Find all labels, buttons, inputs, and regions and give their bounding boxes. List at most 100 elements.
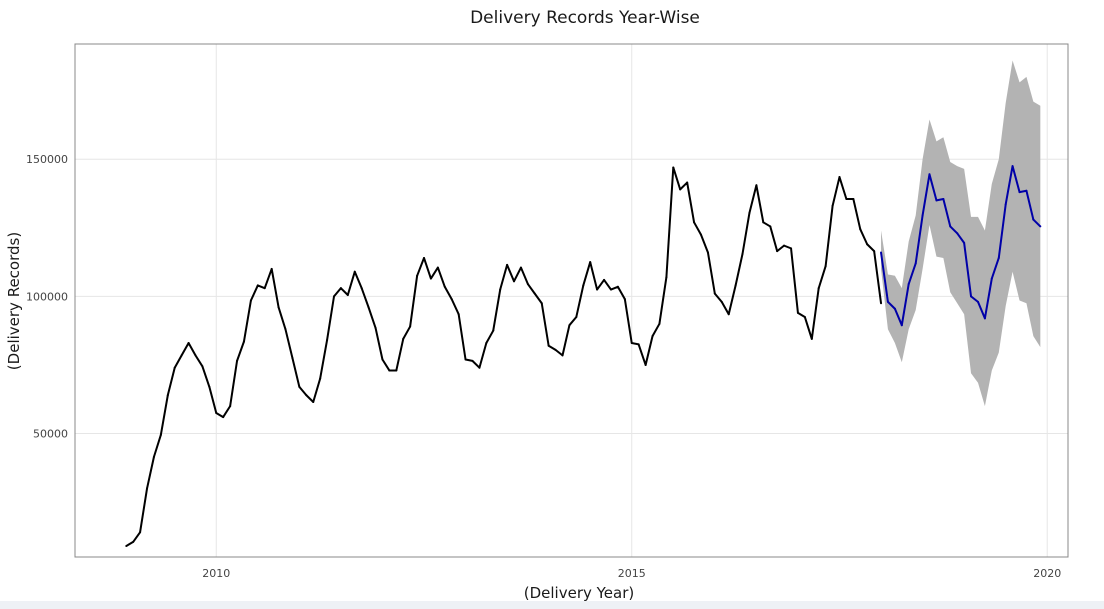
actual-point xyxy=(637,343,640,346)
actual-point xyxy=(866,243,869,246)
forecast-point xyxy=(983,317,986,320)
actual-point xyxy=(776,250,779,253)
forecast-point xyxy=(1039,225,1042,228)
forecast-point xyxy=(997,256,1000,259)
actual-point xyxy=(845,197,848,200)
x-axis-title: (Delivery Year) xyxy=(524,584,635,602)
actual-point xyxy=(194,354,197,357)
actual-point xyxy=(208,385,211,388)
actual-point xyxy=(284,328,287,331)
actual-point xyxy=(298,385,301,388)
actual-point xyxy=(263,287,266,290)
chart-title: Delivery Records Year-Wise xyxy=(470,8,700,28)
actual-point xyxy=(713,292,716,295)
actual-point xyxy=(533,292,536,295)
actual-point xyxy=(561,354,564,357)
forecast-point xyxy=(1032,218,1035,221)
actual-point xyxy=(256,284,259,287)
actual-point xyxy=(159,433,162,436)
actual-point xyxy=(575,315,578,318)
actual-point xyxy=(492,329,495,332)
plot-frame xyxy=(74,43,1069,558)
actual-point xyxy=(326,339,329,342)
actual-point xyxy=(852,197,855,200)
y-tick-labels: 50000 100000 150000 xyxy=(26,153,68,440)
actual-point xyxy=(630,342,633,345)
actual-point xyxy=(346,294,349,297)
forecast-point xyxy=(886,300,889,303)
forecast-point xyxy=(921,214,924,217)
actual-point xyxy=(540,302,543,305)
forecast-point xyxy=(942,197,945,200)
actual-point xyxy=(187,342,190,345)
actual-point xyxy=(568,324,571,327)
forecast-point xyxy=(970,295,973,298)
actual-point xyxy=(762,221,765,224)
forecast-point xyxy=(907,283,910,286)
forecast-point xyxy=(1025,189,1028,192)
actual-point xyxy=(831,204,834,207)
y-tick-label: 50000 xyxy=(33,428,68,441)
actual-point xyxy=(236,359,239,362)
forecast-point xyxy=(949,225,952,228)
actual-point xyxy=(215,411,218,414)
actual-point xyxy=(554,348,557,351)
forecast-point xyxy=(914,262,917,265)
actual-point xyxy=(609,288,612,291)
actual-point xyxy=(360,287,363,290)
y-tick-label: 150000 xyxy=(26,153,68,166)
forecast-series-line xyxy=(880,165,1042,327)
plot-background xyxy=(75,44,1068,557)
actual-point xyxy=(305,394,308,397)
actual-point xyxy=(658,322,661,325)
actual-point xyxy=(603,278,606,281)
actual-point xyxy=(409,325,412,328)
actual-point xyxy=(270,267,273,270)
actual-point xyxy=(319,377,322,380)
actual-point xyxy=(402,337,405,340)
actual-point xyxy=(859,228,862,231)
actual-point xyxy=(880,302,883,305)
actual-point xyxy=(526,283,529,286)
actual-point xyxy=(693,221,696,224)
forecast-point xyxy=(1011,165,1014,168)
actual-point xyxy=(471,359,474,362)
forecast-confidence-band xyxy=(881,60,1041,407)
actual-point xyxy=(748,211,751,214)
actual-point xyxy=(547,344,550,347)
actual-point xyxy=(651,335,654,338)
actual-point xyxy=(339,287,342,290)
actual-point xyxy=(374,326,377,329)
actual-point xyxy=(796,311,799,314)
actual-point xyxy=(132,540,135,543)
actual-point xyxy=(596,288,599,291)
actual-point xyxy=(741,252,744,255)
forecast-point xyxy=(935,199,938,202)
actual-point xyxy=(589,261,592,264)
actual-point xyxy=(229,405,232,408)
actual-point xyxy=(395,369,398,372)
x-gridlines xyxy=(215,44,1048,557)
actual-point xyxy=(367,306,370,309)
actual-point xyxy=(706,251,709,254)
forecast-point xyxy=(1018,191,1021,194)
actual-point xyxy=(699,233,702,236)
forecast-point xyxy=(893,307,896,310)
actual-point xyxy=(506,263,509,266)
x-tick-label: 2020 xyxy=(1033,567,1061,580)
actual-point xyxy=(873,250,876,253)
actual-point xyxy=(242,340,245,343)
forecast-point xyxy=(880,251,883,254)
forecast-points xyxy=(880,165,1042,327)
actual-point xyxy=(139,531,142,534)
actual-point xyxy=(810,337,813,340)
actual-point xyxy=(838,176,841,179)
forecast-point xyxy=(928,173,931,176)
actual-point xyxy=(616,285,619,288)
actual-point xyxy=(672,166,675,169)
actual-point xyxy=(824,265,827,268)
actual-point xyxy=(222,416,225,419)
actual-point xyxy=(665,276,668,279)
actual-point xyxy=(790,247,793,250)
